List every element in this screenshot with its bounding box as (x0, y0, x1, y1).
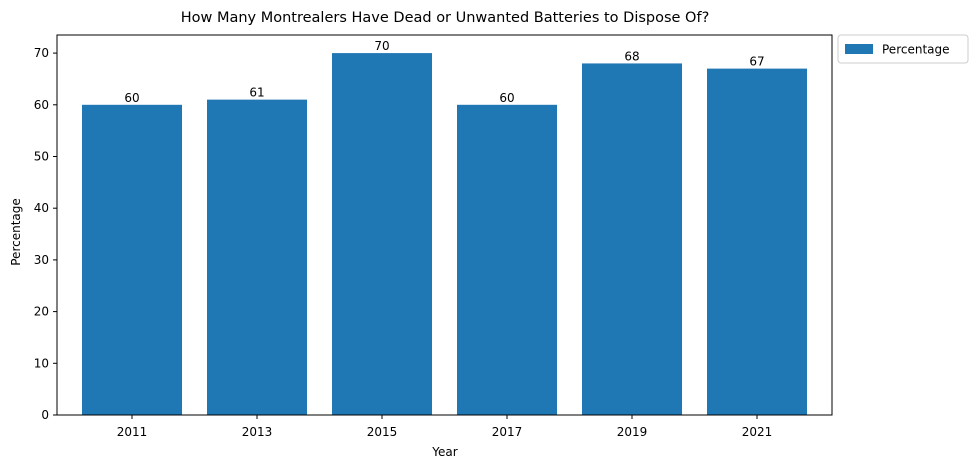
data-label-2019: 68 (624, 49, 639, 63)
data-label-2021: 67 (749, 55, 764, 69)
x-tick-label-2017: 2017 (492, 425, 523, 439)
bar-2019 (582, 63, 682, 415)
x-tick-label-2021: 2021 (742, 425, 773, 439)
legend-swatch (845, 44, 873, 54)
bar-2013 (207, 99, 307, 415)
bar-2015 (332, 53, 432, 415)
data-label-2011: 60 (124, 91, 139, 105)
data-label-2015: 70 (374, 39, 389, 53)
axes-frame (56, 34, 833, 416)
y-tick-label-10: 10 (34, 356, 49, 370)
x-tick-label-2013: 2013 (242, 425, 273, 439)
y-tick-label-70: 70 (34, 46, 49, 60)
x-tick-label-2011: 2011 (117, 425, 148, 439)
legend-frame (837, 34, 969, 64)
y-tick-label-40: 40 (34, 201, 49, 215)
y-tick-label-30: 30 (34, 253, 49, 267)
legend-label: Percentage (882, 43, 950, 57)
y-tick-label-0: 0 (41, 408, 49, 422)
x-tick-label-2019: 2019 (617, 425, 648, 439)
y-tick-label-20: 20 (34, 305, 49, 319)
chart-title: How Many Montrealers Have Dead or Unwant… (181, 10, 710, 26)
x-tick-label-2015: 2015 (367, 425, 398, 439)
y-axis-label: Percentage (9, 198, 23, 266)
data-label-2017: 60 (499, 91, 514, 105)
bar-2011 (82, 104, 182, 416)
x-axis-label: Year (431, 445, 457, 459)
bar-2021 (707, 68, 807, 416)
y-tick-label-50: 50 (34, 150, 49, 164)
legend: Percentage (837, 34, 969, 64)
data-label-2013: 61 (249, 86, 264, 100)
plot-area: 60 61 70 60 68 67 2011 2013 2015 2017 2019 2021 0 10 2… (34, 34, 833, 439)
y-tick-label-60: 60 (34, 98, 49, 112)
bar-2017 (457, 104, 557, 416)
